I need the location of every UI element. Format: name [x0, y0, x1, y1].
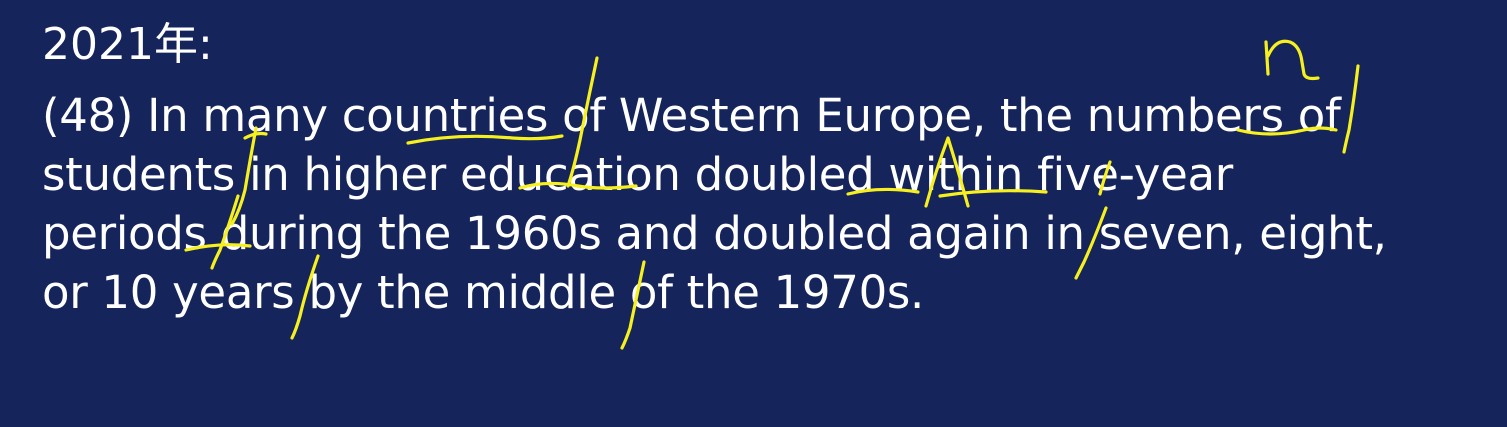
sentence-line-1: (48) In many countries of Western Europe… [42, 89, 1341, 142]
sentence-line-4: or 10 years by the middle of the 1970s. [42, 266, 925, 319]
sentence-line-3: periods during the 1960s and doubled aga… [42, 207, 1387, 260]
handwritten-n-mark [1264, 39, 1320, 81]
slash-after-numbers [1342, 64, 1360, 154]
slide-heading: 2021年: [42, 19, 213, 70]
sentence-line-2: students in higher education doubled wit… [42, 148, 1233, 201]
